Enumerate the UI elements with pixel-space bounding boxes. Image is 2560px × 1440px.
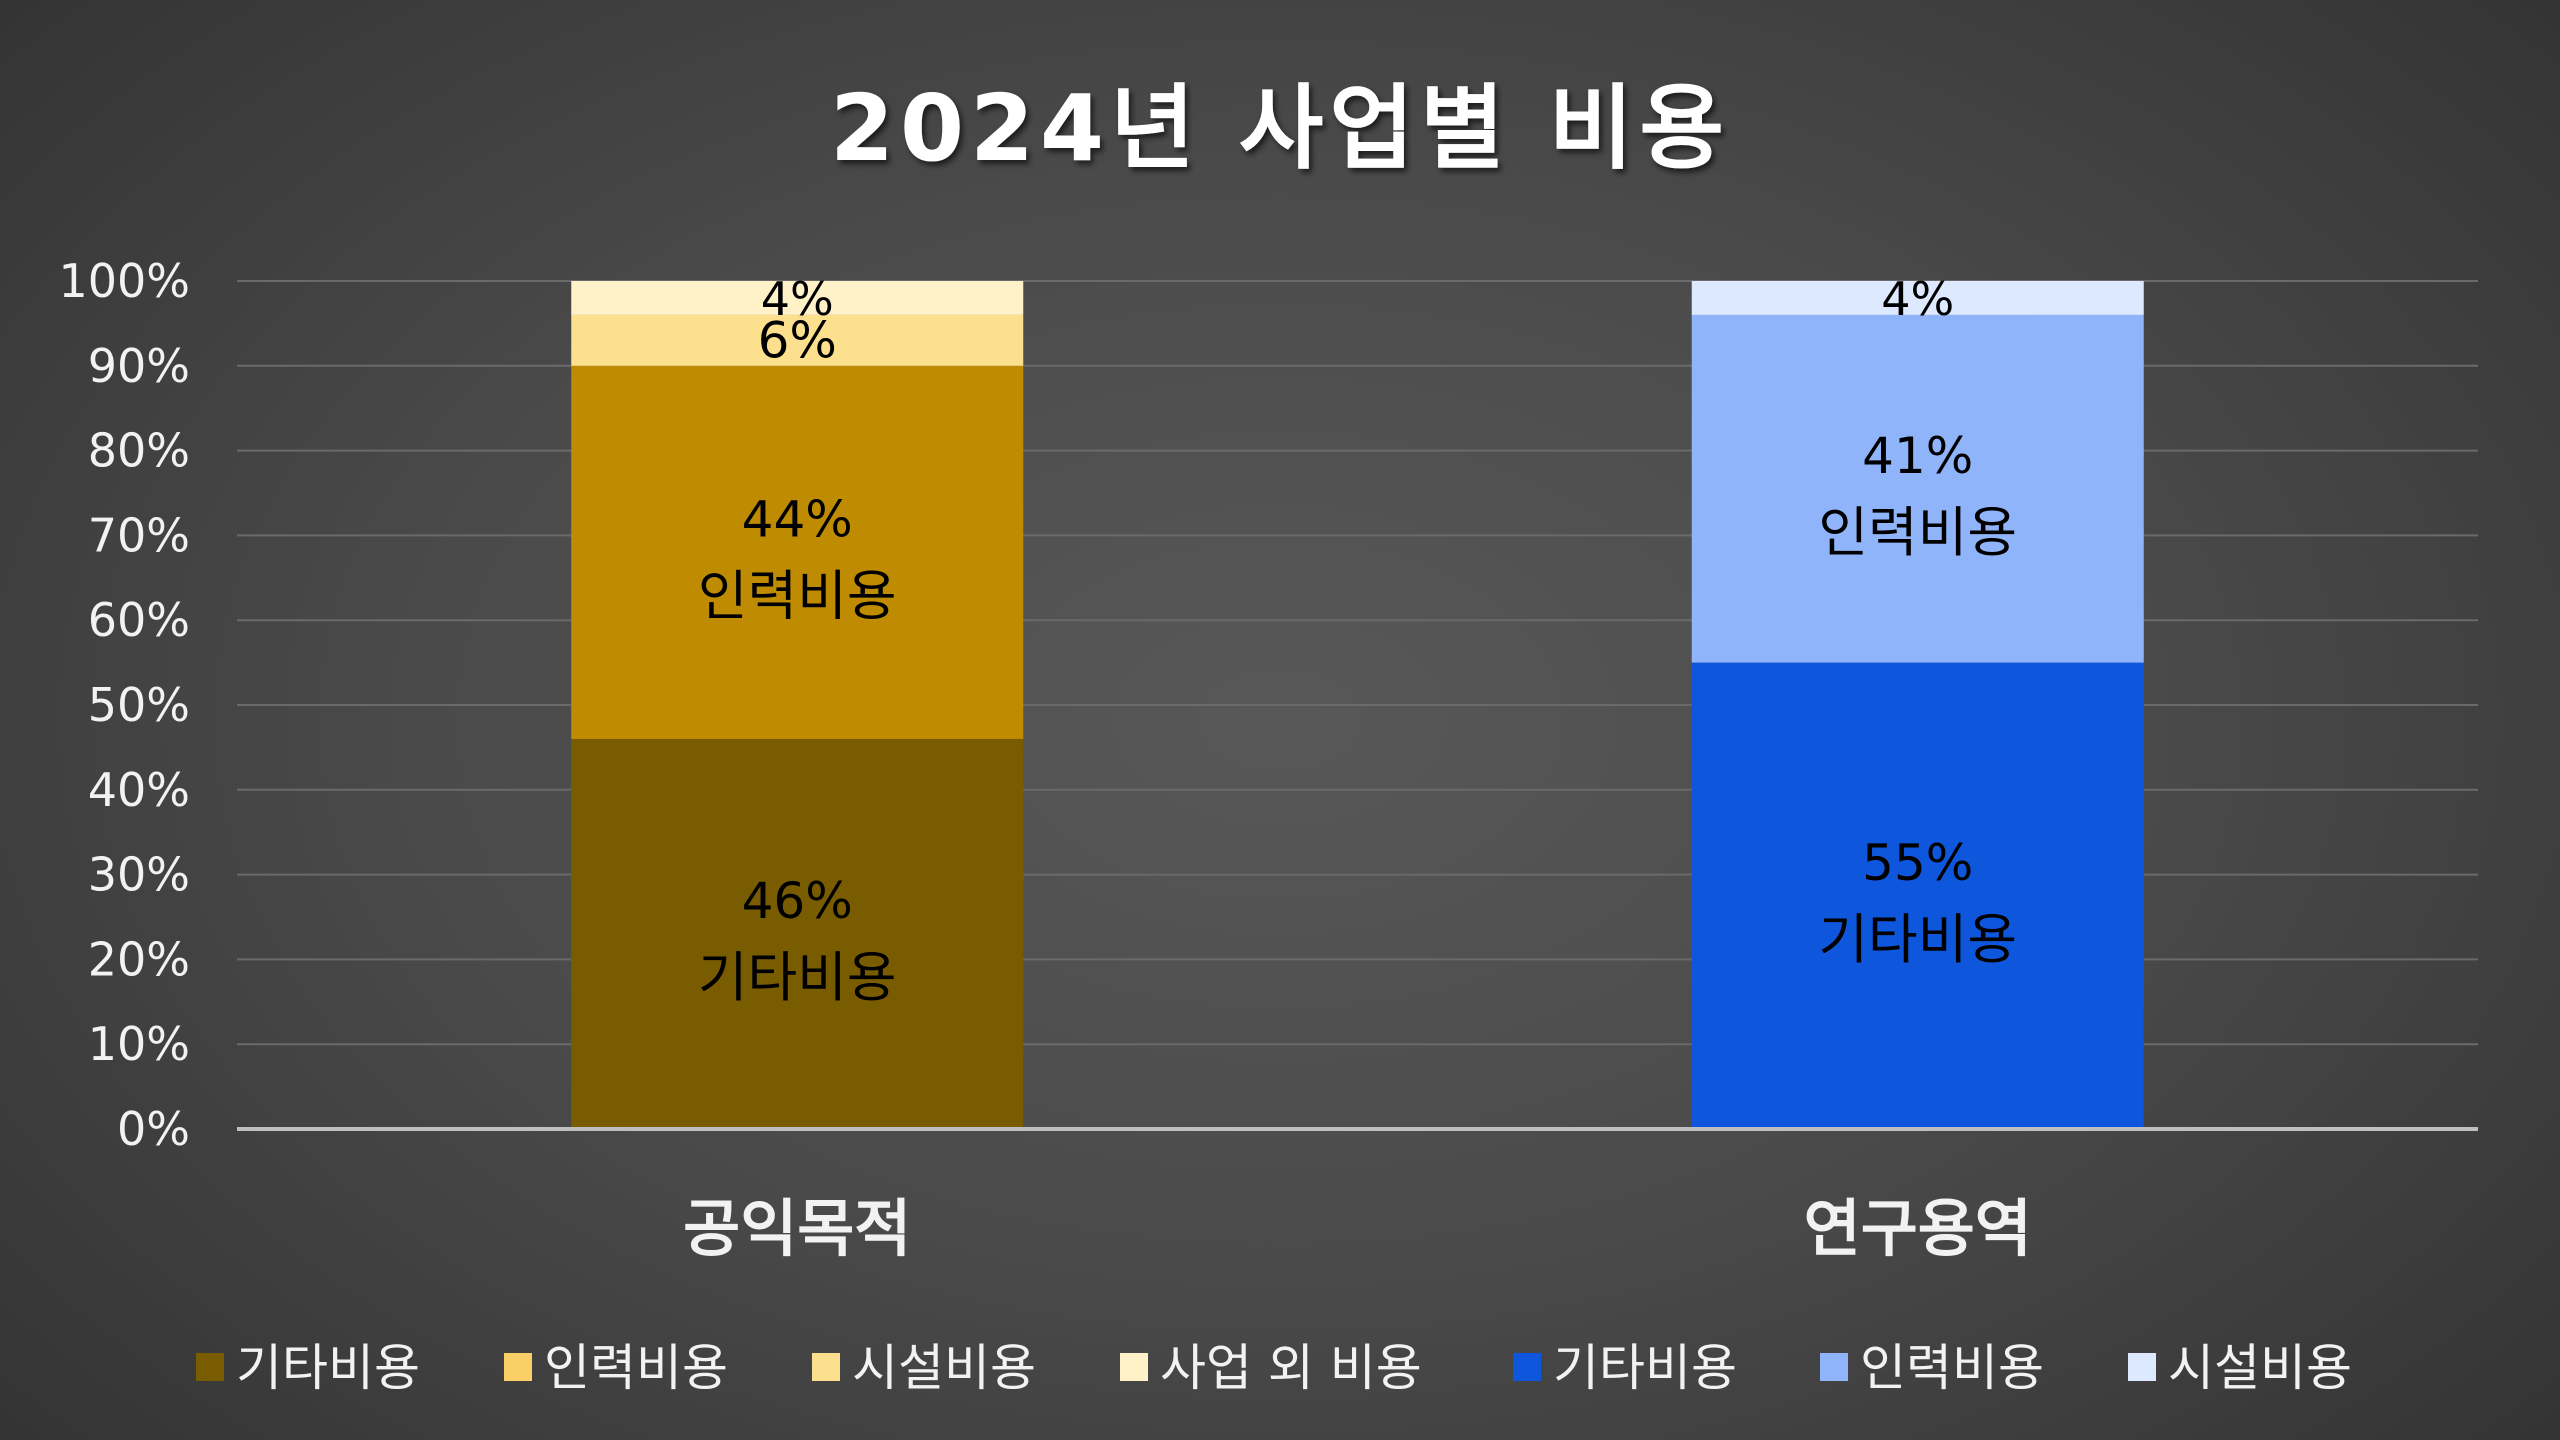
y-tick-label: 100% bbox=[58, 254, 190, 308]
chart-title: 2024년 사업별 비용 bbox=[830, 75, 1730, 182]
data-label-series: 인력비용 bbox=[1818, 501, 2017, 564]
data-label-series: 기타비용 bbox=[1818, 908, 2017, 971]
legend-swatch bbox=[2128, 1353, 2156, 1381]
y-tick-label: 90% bbox=[88, 339, 190, 393]
y-tick-label: 80% bbox=[88, 424, 190, 478]
legend-label: 기타비용 bbox=[236, 1339, 420, 1397]
legend-swatch bbox=[1120, 1353, 1148, 1381]
bar-segment bbox=[571, 281, 1024, 315]
bar-segment bbox=[1691, 281, 2144, 315]
data-label-series: 기타비용 bbox=[698, 946, 897, 1009]
data-label: 6% bbox=[758, 311, 837, 369]
legend-label: 인력비용 bbox=[1860, 1339, 2044, 1397]
data-label: 44% bbox=[742, 490, 853, 548]
bar-segment bbox=[571, 365, 1024, 739]
data-label: 4% bbox=[761, 272, 834, 326]
y-tick-label: 20% bbox=[88, 932, 190, 986]
y-tick-label: 60% bbox=[88, 593, 190, 647]
data-label: 41% bbox=[1862, 427, 1973, 485]
legend-swatch bbox=[1820, 1353, 1848, 1381]
x-category-label: 공익목적 bbox=[683, 1192, 911, 1265]
legend-swatch bbox=[1513, 1353, 1541, 1381]
bar-segment bbox=[1691, 662, 2144, 1129]
legend-label: 인력비용 bbox=[544, 1339, 728, 1397]
legend-label: 시설비용 bbox=[2168, 1339, 2352, 1397]
legend-label: 사업 외 비용 bbox=[1160, 1339, 1422, 1397]
y-tick-label: 10% bbox=[88, 1017, 190, 1071]
legend-label: 시설비용 bbox=[852, 1339, 1036, 1397]
bar-segment bbox=[571, 314, 1024, 366]
y-tick-label: 40% bbox=[88, 763, 190, 817]
legend-label: 기타비용 bbox=[1553, 1339, 1737, 1397]
legend-swatch bbox=[504, 1353, 532, 1381]
y-tick-label: 50% bbox=[88, 678, 190, 732]
data-label-series: 인력비용 bbox=[698, 564, 897, 627]
data-label: 4% bbox=[1881, 272, 1954, 326]
legend-swatch bbox=[812, 1353, 840, 1381]
bar-segment bbox=[571, 738, 1024, 1129]
x-category-label: 연구용역 bbox=[1804, 1192, 2032, 1265]
y-tick-label: 70% bbox=[88, 508, 190, 562]
bar-segment bbox=[1691, 314, 2144, 663]
y-tick-label: 0% bbox=[117, 1102, 190, 1156]
y-tick-label: 30% bbox=[88, 848, 190, 902]
data-label: 55% bbox=[1862, 834, 1973, 892]
data-label: 46% bbox=[742, 872, 853, 930]
legend-swatch bbox=[196, 1353, 224, 1381]
